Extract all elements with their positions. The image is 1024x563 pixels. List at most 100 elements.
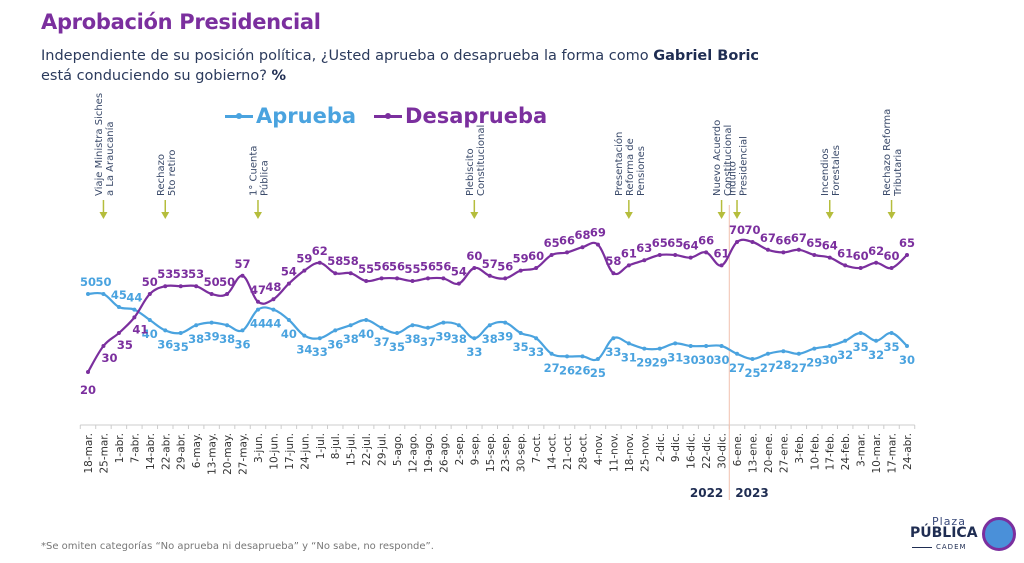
annotation-arrow-head xyxy=(161,212,170,219)
data-point-aprueba xyxy=(348,323,353,328)
data-point-aprueba xyxy=(827,344,832,348)
data-label-desaprueba: 61 xyxy=(621,246,637,260)
annotation-arrow-head xyxy=(624,212,633,219)
x-tick-label: 18-mar. xyxy=(83,433,95,474)
year-label: 2022 xyxy=(690,486,723,500)
data-label-desaprueba: 68 xyxy=(574,228,590,242)
data-label-aprueba: 44 xyxy=(250,317,266,331)
data-label-desaprueba: 62 xyxy=(312,244,328,258)
subtitle-text: Independiente de su posición política, ¿… xyxy=(41,48,654,64)
data-label-aprueba: 35 xyxy=(853,340,869,354)
data-point-desaprueba xyxy=(735,240,740,244)
data-point-aprueba xyxy=(688,344,693,348)
x-tick-label: 30-sep. xyxy=(516,433,528,472)
annotation-label: Plebiscito xyxy=(465,148,476,196)
data-label-aprueba: 27 xyxy=(544,361,560,375)
annotation-label: Constitucional xyxy=(476,125,487,196)
x-tick-label: 28-oct. xyxy=(577,433,589,470)
annotation-arrow-head xyxy=(99,212,108,219)
x-tick-label: 15-jul. xyxy=(346,433,358,466)
data-point-aprueba xyxy=(858,331,863,335)
data-label-aprueba: 33 xyxy=(466,345,482,359)
data-point-desaprueba xyxy=(796,247,801,252)
x-tick-label: 20-ene. xyxy=(763,433,775,473)
data-label-desaprueba: 69 xyxy=(590,226,606,240)
data-point-desaprueba xyxy=(595,242,600,247)
data-point-desaprueba xyxy=(333,271,338,276)
data-label-desaprueba: 58 xyxy=(605,254,621,268)
data-label-aprueba: 32 xyxy=(868,348,884,362)
data-label-aprueba: 37 xyxy=(374,335,390,349)
data-point-desaprueba xyxy=(518,268,523,273)
data-label-desaprueba: 61 xyxy=(714,246,730,260)
subtitle-text-end: está conduciendo su gobierno? xyxy=(41,68,272,84)
data-label-desaprueba: 62 xyxy=(868,244,884,258)
x-tick-label: 18-nov. xyxy=(624,433,636,472)
annotation-arrow-head xyxy=(887,212,896,219)
subtitle-percent: % xyxy=(271,68,287,84)
x-tick-label: 17-feb. xyxy=(825,433,837,470)
data-label-desaprueba: 54 xyxy=(451,265,467,279)
annotation-label: Viaje Ministra Siches xyxy=(94,93,105,196)
data-label-desaprueba: 35 xyxy=(117,338,133,352)
data-label-aprueba: 38 xyxy=(451,332,467,346)
data-point-desaprueba xyxy=(379,276,384,281)
data-label-aprueba: 40 xyxy=(281,327,297,341)
data-point-aprueba xyxy=(286,318,291,322)
x-tick-label: 2-sep. xyxy=(454,433,466,465)
data-point-aprueba xyxy=(796,351,801,356)
data-label-aprueba: 36 xyxy=(327,337,343,351)
x-tick-label: 19-ago. xyxy=(423,433,435,473)
data-point-aprueba xyxy=(101,292,106,296)
data-label-aprueba: 30 xyxy=(899,353,915,367)
data-point-aprueba xyxy=(905,344,909,348)
data-label-desaprueba: 58 xyxy=(343,254,359,268)
data-point-aprueba xyxy=(425,325,430,330)
data-point-aprueba xyxy=(116,305,121,309)
data-label-desaprueba: 67 xyxy=(760,231,776,245)
x-tick-label: 13-may. xyxy=(207,433,219,475)
data-point-aprueba xyxy=(194,323,199,328)
x-tick-label: 2-dic. xyxy=(655,433,667,462)
data-point-desaprueba xyxy=(364,279,369,283)
data-label-desaprueba: 55 xyxy=(405,262,421,276)
data-label-desaprueba: 65 xyxy=(652,236,668,250)
data-label-aprueba: 29 xyxy=(652,356,668,370)
x-tick-label: 7-oct. xyxy=(531,433,543,463)
annotation-label: Reforma de xyxy=(625,138,636,196)
x-tick-label: 3-jun. xyxy=(253,433,265,463)
data-point-desaprueba xyxy=(843,263,848,268)
data-point-desaprueba xyxy=(719,263,724,268)
data-label-aprueba: 35 xyxy=(173,340,189,354)
x-tick-label: 20-may. xyxy=(222,433,234,475)
data-point-desaprueba xyxy=(905,253,909,257)
data-point-aprueba xyxy=(456,323,461,328)
data-label-desaprueba: 56 xyxy=(497,259,513,273)
data-point-desaprueba xyxy=(688,255,693,260)
x-tick-label: 10-feb. xyxy=(809,433,821,470)
data-point-aprueba xyxy=(565,354,570,359)
x-tick-label: 5-ago. xyxy=(392,433,404,466)
data-point-aprueba xyxy=(147,318,152,322)
x-tick-label: 13-ene. xyxy=(747,433,759,473)
data-point-aprueba xyxy=(657,346,662,351)
data-label-desaprueba: 66 xyxy=(775,233,791,247)
x-tick-label: 22-abr. xyxy=(160,433,172,470)
data-point-aprueba xyxy=(735,351,740,356)
x-tick-label: 14-abr. xyxy=(145,433,157,470)
chart-legend: Aprueba Desaprueba xyxy=(225,104,547,128)
data-point-desaprueba xyxy=(317,260,322,265)
data-label-desaprueba: 60 xyxy=(466,249,482,263)
data-label-aprueba: 35 xyxy=(884,340,900,354)
data-point-desaprueba xyxy=(765,247,770,252)
data-point-desaprueba xyxy=(858,266,863,270)
data-point-desaprueba xyxy=(456,281,461,286)
legend-item-aprueba: Aprueba xyxy=(225,104,356,128)
logo-text-cadem: CADEM xyxy=(936,543,967,551)
x-tick-label: 11-nov. xyxy=(608,433,620,472)
data-point-aprueba xyxy=(240,328,245,333)
data-label-aprueba: 26 xyxy=(574,363,590,377)
data-label-desaprueba: 50 xyxy=(142,275,158,289)
x-tick-label: 23-sep. xyxy=(500,433,512,472)
